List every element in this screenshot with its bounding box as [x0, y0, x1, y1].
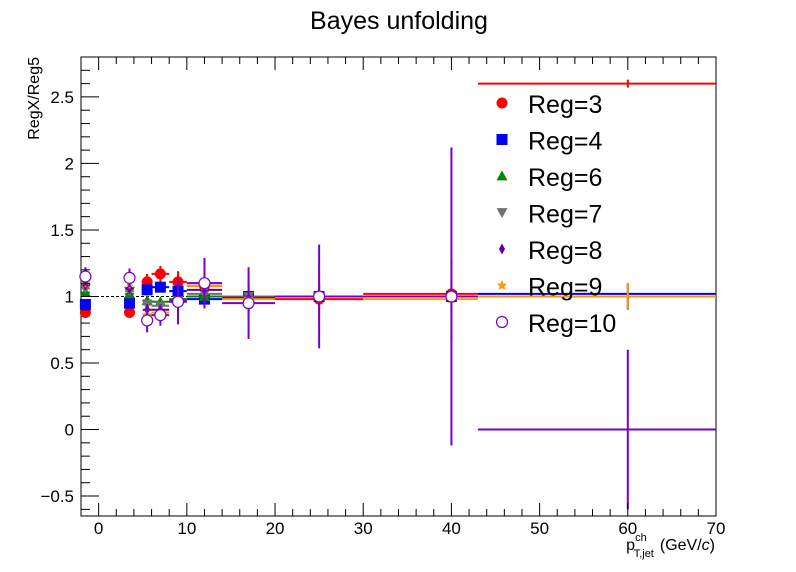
- data-point: [445, 290, 458, 303]
- data-point: [79, 270, 92, 283]
- y-tick-label: 0: [65, 421, 74, 440]
- legend-label: Reg=4: [528, 128, 602, 156]
- series-reg-3: [79, 79, 716, 318]
- chart-title: Bayes unfolding: [310, 7, 488, 35]
- data-point: [141, 314, 154, 327]
- y-tick-label: 0.5: [50, 354, 74, 373]
- x-axis-title-sup: ch: [635, 532, 647, 544]
- y-axis-title: RegX/Reg5: [26, 57, 43, 140]
- data-point: [123, 271, 136, 284]
- legend-marker: [496, 170, 508, 181]
- x-tick-label: 70: [707, 519, 726, 538]
- x-axis-title: pch T,jet (GeV/c): [626, 532, 715, 560]
- legend-label: Reg=10: [528, 310, 616, 338]
- x-axis-title-sub: T,jet: [634, 548, 654, 560]
- data-point: [141, 284, 153, 296]
- x-axis-title-unit-open: (GeV/: [660, 537, 702, 554]
- legend-label: Reg=9: [528, 274, 602, 302]
- x-axis-title-main: p: [626, 537, 635, 554]
- y-tick-label: −0.5: [40, 487, 74, 506]
- y-tick-label: 1: [65, 287, 74, 306]
- x-tick-label: 0: [94, 519, 103, 538]
- legend-marker: [495, 315, 509, 329]
- legend-marker: [496, 97, 508, 109]
- x-axis-title-unit-close: ): [710, 537, 715, 554]
- data-point: [124, 297, 136, 309]
- legend-marker: [496, 280, 508, 290]
- x-tick-label: 20: [266, 519, 285, 538]
- x-axis-title-unit-c: c: [702, 537, 710, 554]
- legend-marker: [498, 243, 506, 255]
- data-point: [79, 298, 91, 310]
- legend-label: Reg=7: [528, 201, 602, 229]
- x-tick-label: 50: [530, 519, 549, 538]
- data-point: [154, 268, 166, 280]
- data-point: [198, 277, 211, 290]
- y-tick-label: 2: [65, 154, 74, 173]
- x-tick-label: 60: [618, 519, 637, 538]
- data-series: [79, 79, 716, 510]
- legend-marker: [496, 208, 508, 218]
- legend-label: Reg=6: [528, 164, 602, 192]
- legend-label: Reg=3: [528, 91, 602, 119]
- data-point: [313, 290, 326, 303]
- data-point: [242, 297, 255, 310]
- legend-label: Reg=8: [528, 237, 602, 265]
- axis-ticks: 0 10 20 30 40 50 60 70 −0.5 0 0.5 1 1.5 2 2.5: [40, 57, 725, 538]
- legend: Reg=3 Reg=4 Reg=6 Reg=7 Reg=8 Reg=9 Reg=10: [495, 91, 616, 338]
- x-tick-label: 30: [354, 519, 373, 538]
- series-reg-10: [79, 147, 716, 510]
- x-tick-label: 40: [442, 519, 461, 538]
- data-point: [154, 309, 167, 322]
- y-tick-label: 1.5: [50, 221, 74, 240]
- data-point: [124, 306, 136, 318]
- legend-marker: [496, 134, 508, 145]
- data-point: [154, 281, 166, 293]
- data-point: [171, 295, 185, 308]
- x-tick-label: 10: [177, 519, 196, 538]
- y-tick-label: 2.5: [50, 88, 74, 107]
